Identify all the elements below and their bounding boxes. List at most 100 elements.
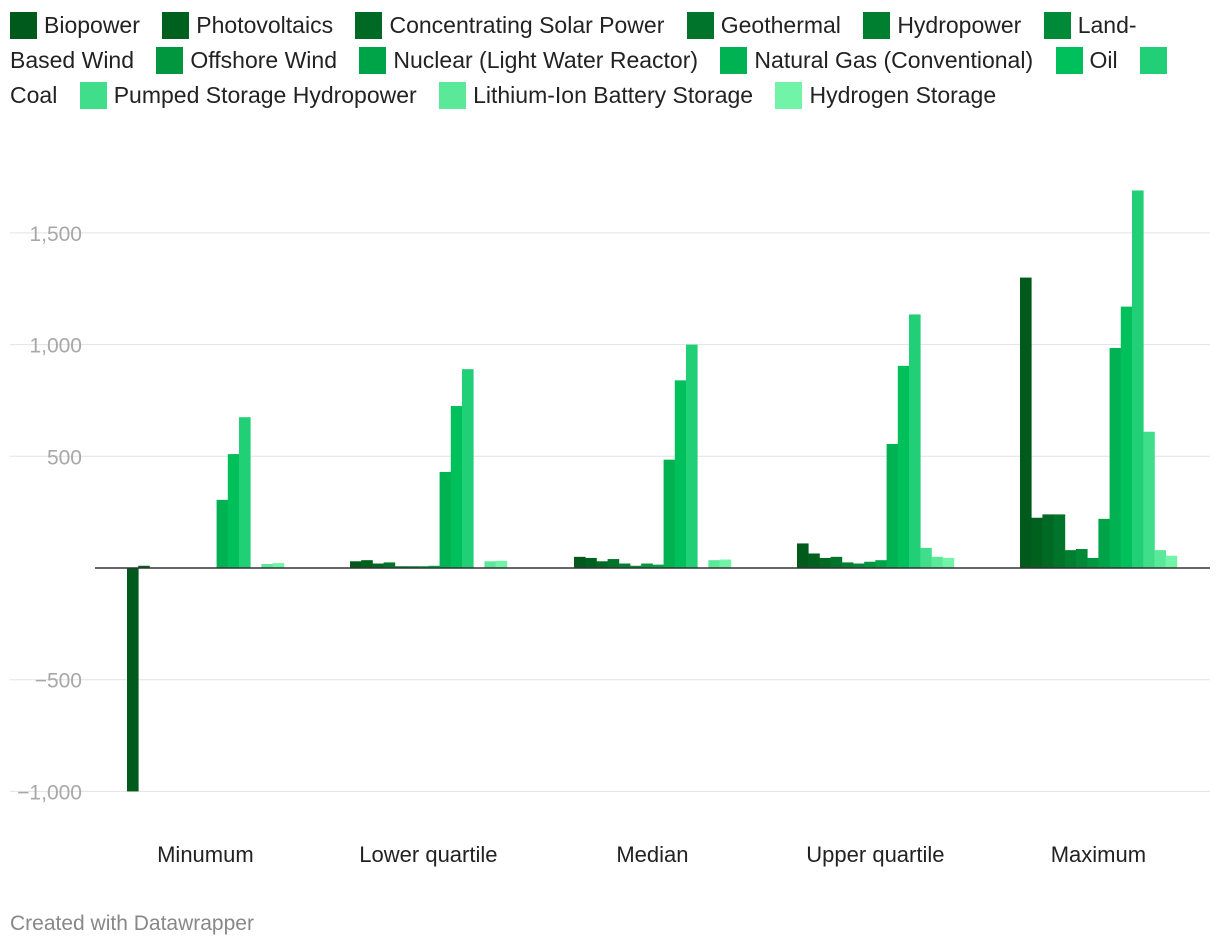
legend-item-natural-gas-conventional: Natural Gas (Conventional) [720, 47, 1034, 74]
y-tick-label: −500 [35, 670, 82, 693]
legend-swatch [359, 47, 387, 74]
legend-item-lithium-ion-battery-storage: Lithium-Ion Battery Storage [439, 82, 754, 109]
bar-offshore-wind-lower-quartile [417, 566, 429, 568]
bar-pumped-storage-hydropower-upper-quartile [920, 547, 932, 568]
legend-item-offshore-wind: Offshore Wind [156, 47, 337, 74]
legend-swatch [863, 12, 891, 39]
bar-geothermal-median [607, 559, 620, 568]
legend-swatch [775, 82, 803, 109]
bar-coal-median [686, 344, 698, 568]
bar-geothermal-maximum [1053, 514, 1066, 568]
bar-natural-gas-conventional-maximum [1109, 347, 1122, 568]
bar-offshore-wind-median [641, 563, 653, 568]
bar-hydropower-median [618, 563, 631, 568]
legend-swatch [1055, 47, 1083, 74]
bar-lithium-ion-battery-storage-median [708, 560, 720, 568]
bar-biopower-upper-quartile [797, 543, 809, 568]
legend-label: Geothermal [720, 12, 841, 38]
bar-hydrogen-storage-upper-quartile [942, 557, 955, 568]
y-tick-label: 1,000 [29, 335, 82, 358]
bar-hydrogen-storage-minumum [272, 563, 285, 568]
legend-item-hydrogen-storage: Hydrogen Storage [775, 82, 997, 109]
bar-lithium-ion-battery-storage-maximum [1154, 550, 1166, 568]
legend-label: Offshore Wind [190, 47, 337, 73]
legend-item-biopower: Biopower [10, 12, 140, 39]
category-label-median: Median [616, 842, 688, 867]
bar-offshore-wind-maximum [1087, 557, 1099, 568]
legend-item-oil: Oil [1055, 47, 1118, 74]
legend-item-concentrating-solar-power: Concentrating Solar Power [355, 12, 665, 39]
bar-geothermal-lower-quartile [383, 562, 396, 568]
bar-land-based-wind-upper-quartile [853, 563, 865, 568]
legend-swatch [10, 12, 37, 39]
category-label-upper-quartile: Upper quartile [806, 842, 944, 867]
bar-nuclear-light-water-reactor-maximum [1098, 518, 1110, 568]
bar-land-based-wind-median [630, 565, 642, 568]
legend-item-hydropower: Hydropower [863, 12, 1022, 39]
bar-hydrogen-storage-median [719, 559, 732, 568]
legend-label: Oil [1089, 47, 1118, 73]
legend-swatch [720, 47, 748, 74]
bar-biopower-median [574, 556, 586, 568]
legend-label: Concentrating Solar Power [389, 12, 665, 38]
bar-oil-upper-quartile [897, 365, 910, 568]
legend-label: Pumped Storage Hydropower [113, 82, 417, 108]
bar-oil-minumum [227, 454, 240, 568]
legend-label: Biopower [44, 12, 140, 38]
bar-coal-lower-quartile [462, 369, 474, 568]
bar-coal-upper-quartile [909, 314, 921, 568]
bar-concentrating-solar-power-median [596, 561, 608, 568]
bar-hydrogen-storage-lower-quartile [495, 560, 508, 568]
bar-hydropower-maximum [1064, 550, 1077, 568]
category-label-maximum: Maximum [1051, 842, 1146, 867]
bar-oil-maximum [1120, 306, 1133, 568]
legend-label: Natural Gas (Conventional) [754, 47, 1034, 73]
category-label-lower-quartile: Lower quartile [359, 842, 497, 867]
legend-swatch [1043, 12, 1071, 39]
bar-chart: −1,000 −500 500 1,000 1,500 Minumum Lower quar… [10, 190, 1210, 867]
bar-offshore-wind-upper-quartile [864, 561, 876, 568]
legend-item-nuclear-light-water-reactor: Nuclear (Light Water Reactor) [359, 47, 699, 74]
bar-nuclear-light-water-reactor-upper-quartile [875, 560, 887, 568]
legend-label: Nuclear (Light Water Reactor) [393, 47, 699, 73]
bar-photovoltaics-median [585, 557, 597, 568]
legend-item-photovoltaics: Photovoltaics [162, 12, 333, 39]
bar-hydropower-upper-quartile [841, 562, 854, 568]
legend-label: Lithium-Ion Battery Storage [473, 82, 754, 108]
bar-nuclear-light-water-reactor-lower-quartile [428, 565, 440, 568]
bar-natural-gas-conventional-minumum [216, 499, 229, 568]
legend-label: Land-Based Wind [10, 12, 1137, 73]
bar-geothermal-upper-quartile [830, 556, 843, 568]
bar-land-based-wind-maximum [1076, 549, 1088, 568]
bar-photovoltaics-lower-quartile [361, 560, 373, 568]
bar-land-based-wind-lower-quartile [406, 566, 418, 568]
bar-natural-gas-conventional-median [663, 459, 676, 568]
bar-photovoltaics-maximum [1031, 517, 1043, 568]
bar-hydrogen-storage-maximum [1165, 555, 1178, 568]
bar-oil-median [674, 380, 687, 568]
bar-oil-lower-quartile [450, 406, 463, 568]
bar-coal-minumum [239, 417, 251, 568]
legend-label: Hydrogen Storage [809, 82, 997, 108]
bar-nuclear-light-water-reactor-median [652, 564, 664, 568]
bar-coal-maximum [1132, 190, 1144, 569]
bar-photovoltaics-upper-quartile [808, 553, 820, 568]
bar-concentrating-solar-power-maximum [1042, 514, 1054, 568]
chart-legend: Biopower Photovoltaics Concentrating Sol… [10, 8, 1190, 113]
y-tick-label: 500 [47, 446, 82, 469]
bar-photovoltaics-minumum [138, 565, 150, 568]
legend-label: Coal [10, 82, 58, 108]
bar-biopower-maximum [1020, 277, 1032, 568]
bar-lithium-ion-battery-storage-upper-quartile [931, 556, 943, 568]
bar-natural-gas-conventional-upper-quartile [886, 444, 899, 568]
legend-swatch [79, 82, 107, 109]
bar-biopower-minumum [127, 568, 139, 792]
bar-concentrating-solar-power-lower-quartile [372, 563, 384, 568]
legend-item-land-based-wind: Land-Based Wind [10, 12, 1137, 73]
legend-label: Hydropower [897, 12, 1022, 38]
legend-item-pumped-storage-hydropower: Pumped Storage Hydropower [79, 82, 417, 109]
category-label-minumum: Minumum [157, 842, 254, 867]
legend-swatch [439, 82, 467, 109]
legend-item-coal: Coal [10, 47, 1174, 108]
bar-biopower-lower-quartile [350, 561, 362, 568]
